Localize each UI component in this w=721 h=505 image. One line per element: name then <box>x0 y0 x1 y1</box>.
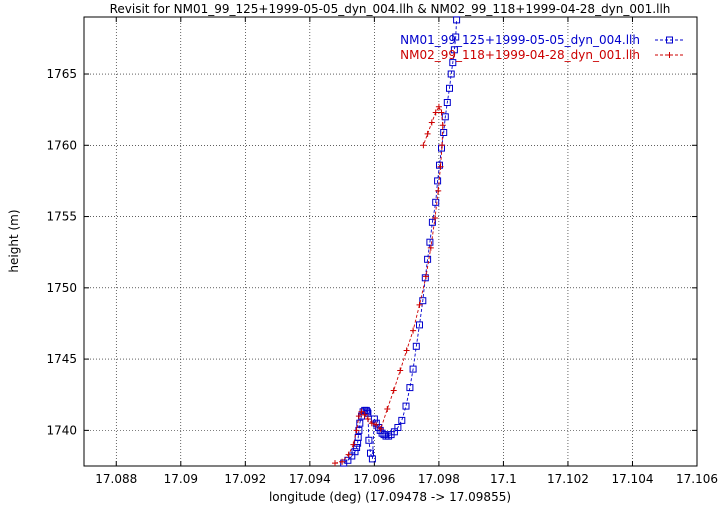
chart-title: Revisit for NM01_99_125+1999-05-05_dyn_0… <box>110 2 671 16</box>
series-2-point <box>345 451 352 458</box>
series-2-point <box>432 215 438 221</box>
series-1-point <box>365 436 373 444</box>
series-1-point <box>434 177 442 185</box>
series-2-point <box>438 109 445 116</box>
series-1-point <box>441 113 449 121</box>
series-1-point <box>449 59 457 67</box>
series-1-point <box>356 419 364 427</box>
legend: NM01_99_125+1999-05-05_dyn_004.llh NM02_… <box>400 33 684 62</box>
x-tick-label: 17.088 <box>95 472 137 486</box>
y-tick-label: 1760 <box>46 138 77 152</box>
series-2-point <box>353 427 360 434</box>
series-1-point <box>419 297 427 305</box>
series-1-point <box>443 99 451 106</box>
series-1-point <box>380 431 388 439</box>
series-2-point <box>432 109 439 116</box>
series-2-point <box>416 301 423 308</box>
y-tick-label: 1740 <box>46 423 77 437</box>
plot-frame <box>83 16 698 467</box>
series-2-point <box>368 420 375 427</box>
x-tick-label: 17.104 <box>611 472 653 486</box>
legend-series-2-label: NM02_99_118+1999-04-28_dyn_001.llh <box>400 48 640 62</box>
series-1-point <box>447 70 455 78</box>
legend-series-2-marker <box>666 52 673 58</box>
x-tick-label: 17.1 <box>490 472 517 486</box>
series-2-point <box>397 367 404 374</box>
series-1-point <box>344 456 352 464</box>
series-2-point <box>377 425 384 432</box>
series-2-point <box>424 130 431 137</box>
series-2-point <box>355 413 362 420</box>
series-1-point <box>453 16 461 24</box>
series-2-point <box>435 103 442 110</box>
series-2-point <box>361 411 368 418</box>
series-2-point <box>350 441 357 448</box>
series-1-point <box>402 402 410 410</box>
series-2-point <box>435 187 442 194</box>
series-2-point <box>439 142 446 149</box>
legend-series-1-label: NM01_99_125+1999-05-05_dyn_004.llh <box>400 33 640 47</box>
series-2-point <box>364 416 371 422</box>
series-1-point <box>446 84 453 92</box>
series-1-point <box>398 416 406 424</box>
series-2-point <box>358 408 365 415</box>
series-1-point <box>406 384 414 392</box>
series-2-point <box>420 142 427 149</box>
x-axis-label: longitude (deg) (17.09478 -> 17.09855) <box>269 490 511 504</box>
series-1-point <box>440 129 448 136</box>
series-1-point <box>432 198 440 206</box>
series-2-point <box>373 421 379 428</box>
x-tick-label: 17.094 <box>289 472 331 486</box>
series-2-point <box>410 327 417 334</box>
y-tick-label: 1745 <box>46 352 77 366</box>
series-1-point <box>428 218 436 226</box>
series-2-point <box>332 460 338 467</box>
grid <box>84 17 698 466</box>
x-tick-label: 17.106 <box>676 472 718 486</box>
series-2-point <box>428 119 435 126</box>
series-1-point <box>351 448 359 456</box>
x-tick-label: 17.096 <box>353 472 395 486</box>
x-tick-label: 17.092 <box>224 472 266 486</box>
series-2-point <box>427 244 434 251</box>
series-1-point <box>416 321 423 329</box>
series-1-point <box>452 33 460 41</box>
series-1-point <box>436 161 443 169</box>
y-tick-label: 1765 <box>46 67 77 81</box>
series-1-point <box>424 255 432 263</box>
x-tick-label: 17.102 <box>547 472 589 486</box>
series-1-point <box>370 415 378 423</box>
series-2-point <box>437 163 444 170</box>
series-1-point <box>421 274 429 282</box>
axis-ticks: 17.088 17.09 17.092 17.094 17.096 17.098 17.1 1… <box>46 17 718 486</box>
series-1-point <box>412 342 420 350</box>
series-1-point <box>426 238 434 246</box>
y-axis-label: height (m) <box>7 209 21 272</box>
series-2 <box>332 103 446 467</box>
series-2-point <box>423 273 429 280</box>
series-2-point <box>339 458 346 465</box>
series-1-point <box>409 365 417 373</box>
y-tick-label: 1750 <box>46 281 77 295</box>
series-2-point <box>390 387 397 394</box>
legend-series-1-marker <box>666 36 673 44</box>
x-tick-label: 17.09 <box>164 472 198 486</box>
x-tick-label: 17.098 <box>418 472 460 486</box>
series-1-point <box>450 46 458 54</box>
series-1-point <box>368 455 376 463</box>
y-tick-label: 1755 <box>46 210 77 224</box>
series-1-point <box>394 424 402 431</box>
series-layer <box>332 16 461 467</box>
series-2-point <box>439 122 446 129</box>
series-2-point <box>384 406 391 412</box>
series-2-point <box>403 347 410 354</box>
